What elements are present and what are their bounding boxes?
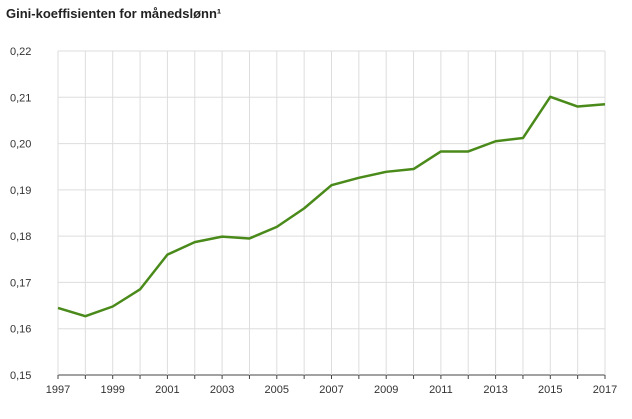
x-tick-label: 1997 <box>46 384 70 396</box>
x-tick-label: 2001 <box>155 384 179 396</box>
x-tick-label: 2005 <box>265 384 289 396</box>
x-tick-label: 2003 <box>210 384 234 396</box>
chart-title: Gini-koeffisienten for månedslønn¹ <box>6 6 222 21</box>
y-tick-label: 0,18 <box>10 231 31 243</box>
y-tick-label: 0,22 <box>10 46 31 58</box>
x-tick-label: 2013 <box>483 384 507 396</box>
y-tick-label: 0,20 <box>10 139 31 151</box>
x-tick-label: 2015 <box>538 384 562 396</box>
y-axis-tick-labels: 0,15 0,16 0,17 0,18 0,19 0,20 0,21 0,22 <box>10 46 31 382</box>
x-tick-label: 1999 <box>100 384 124 396</box>
y-tick-label: 0,19 <box>10 185 31 197</box>
x-tick-label: 2007 <box>319 384 343 396</box>
x-tick-label: 2017 <box>593 384 617 396</box>
x-axis-tick-labels: 1997 1999 2001 2003 2005 2007 2009 2011 2013 2015… <box>46 384 617 396</box>
x-tick-label: 2011 <box>429 384 453 396</box>
x-tick-label: 2009 <box>374 384 398 396</box>
y-tick-label: 0,17 <box>10 277 31 289</box>
y-tick-label: 0,21 <box>10 92 31 104</box>
y-tick-label: 0,16 <box>10 324 31 336</box>
y-tick-label: 0,15 <box>10 370 31 382</box>
grid-lines <box>57 50 606 379</box>
data-line-series <box>57 95 606 318</box>
